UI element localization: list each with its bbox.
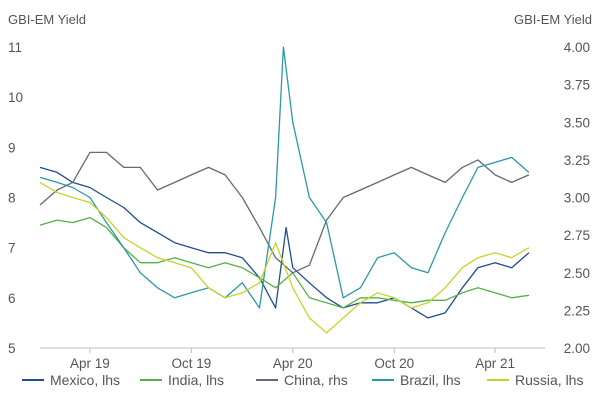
left-tick-label: 7	[8, 241, 16, 256]
chart: GBI-EM Yield GBI-EM Yield 5 6 7 8 9 10 11 2.00…	[8, 12, 592, 371]
right-tick-label: 2.00	[564, 341, 590, 356]
left-tick-label: 8	[8, 191, 16, 206]
x-tick-label: Apr 19	[70, 356, 110, 371]
right-tick-label: 3.00	[564, 191, 590, 206]
legend: Mexico, lhs India, lhs China, rhs Brazil, l…	[0, 372, 600, 396]
left-tick-label: 10	[8, 90, 23, 105]
right-tick-label: 3.25	[564, 153, 590, 168]
series-line-0	[39, 166, 530, 319]
legend-swatch	[372, 379, 394, 381]
right-tick-label: 2.75	[564, 228, 590, 243]
series-line-3	[39, 46, 530, 309]
left-tick-label: 5	[8, 341, 16, 356]
left-axis-ticks: 5 6 7 8 9 10 11	[8, 40, 23, 356]
x-tick-label: Apr 21	[475, 356, 515, 371]
plot-area	[39, 46, 530, 334]
right-tick-label: 3.75	[564, 78, 590, 93]
right-tick-label: 4.00	[564, 40, 590, 55]
left-axis-title: GBI-EM Yield	[8, 12, 86, 27]
legend-label: Mexico, lhs	[50, 372, 121, 388]
left-tick-label: 6	[8, 291, 16, 306]
legend-swatch	[256, 379, 278, 381]
right-axis-title: GBI-EM Yield	[514, 12, 592, 27]
legend-item: India, lhs	[140, 372, 224, 388]
x-tick-label: Apr 20	[273, 356, 313, 371]
x-tick-label: Oct 20	[374, 356, 414, 371]
left-tick-label: 11	[8, 40, 22, 55]
left-tick-label: 9	[8, 140, 16, 155]
legend-item: China, rhs	[256, 372, 348, 388]
legend-swatch	[487, 379, 509, 381]
right-tick-label: 2.25	[564, 303, 590, 318]
series-line-1	[39, 216, 529, 309]
right-tick-label: 2.50	[564, 266, 590, 281]
x-tick-label: Oct 19	[171, 356, 211, 371]
right-tick-label: 3.50	[564, 115, 590, 130]
x-axis-ticks: Apr 19 Oct 19 Apr 20 Oct 20 Apr 21	[70, 348, 515, 371]
legend-item: Russia, lhs	[487, 372, 583, 388]
legend-item: Brazil, lhs	[372, 372, 461, 388]
legend-label: India, lhs	[168, 372, 225, 388]
legend-item: Mexico, lhs	[22, 372, 120, 388]
legend-label: Brazil, lhs	[400, 372, 461, 388]
series-line-4	[39, 181, 530, 334]
legend-label: China, rhs	[284, 372, 348, 388]
legend-label: Russia, lhs	[515, 372, 584, 388]
legend-swatch	[140, 379, 162, 381]
right-axis-ticks: 2.00 2.25 2.50 2.75 3.00 3.25 3.50 3.75 4.00	[564, 40, 590, 356]
legend-swatch	[22, 379, 44, 381]
